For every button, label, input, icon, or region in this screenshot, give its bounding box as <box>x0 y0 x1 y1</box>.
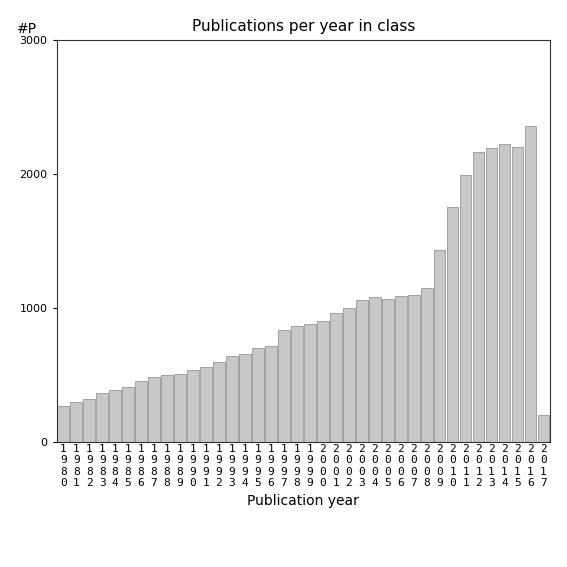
Bar <box>226 357 238 442</box>
Bar <box>174 374 186 442</box>
Bar <box>278 329 290 442</box>
Text: #P: #P <box>17 22 37 36</box>
Bar <box>136 380 147 442</box>
Bar <box>460 175 471 442</box>
Bar <box>57 406 69 442</box>
Bar <box>252 348 264 442</box>
X-axis label: Publication year: Publication year <box>247 494 359 508</box>
Bar <box>213 362 225 442</box>
Bar <box>538 416 549 442</box>
Bar <box>148 376 160 442</box>
Bar <box>524 125 536 442</box>
Bar <box>96 392 108 442</box>
Bar <box>161 375 173 442</box>
Bar <box>356 300 367 442</box>
Bar <box>70 402 82 442</box>
Bar <box>83 399 95 442</box>
Bar <box>369 297 380 442</box>
Bar <box>408 295 420 442</box>
Bar <box>421 288 433 442</box>
Bar <box>395 296 407 442</box>
Bar <box>499 145 510 442</box>
Title: Publications per year in class: Publications per year in class <box>192 19 415 35</box>
Bar <box>434 251 446 442</box>
Bar <box>511 147 523 442</box>
Bar <box>343 308 354 442</box>
Bar <box>291 325 303 442</box>
Bar <box>317 321 329 442</box>
Bar <box>447 208 459 442</box>
Bar <box>109 390 121 442</box>
Bar <box>486 149 497 442</box>
Bar <box>304 324 316 442</box>
Bar <box>265 346 277 442</box>
Bar <box>239 354 251 442</box>
Bar <box>330 314 342 442</box>
Bar <box>122 387 134 442</box>
Bar <box>382 299 393 442</box>
Bar <box>473 153 484 442</box>
Bar <box>200 367 212 442</box>
Bar <box>187 370 199 442</box>
